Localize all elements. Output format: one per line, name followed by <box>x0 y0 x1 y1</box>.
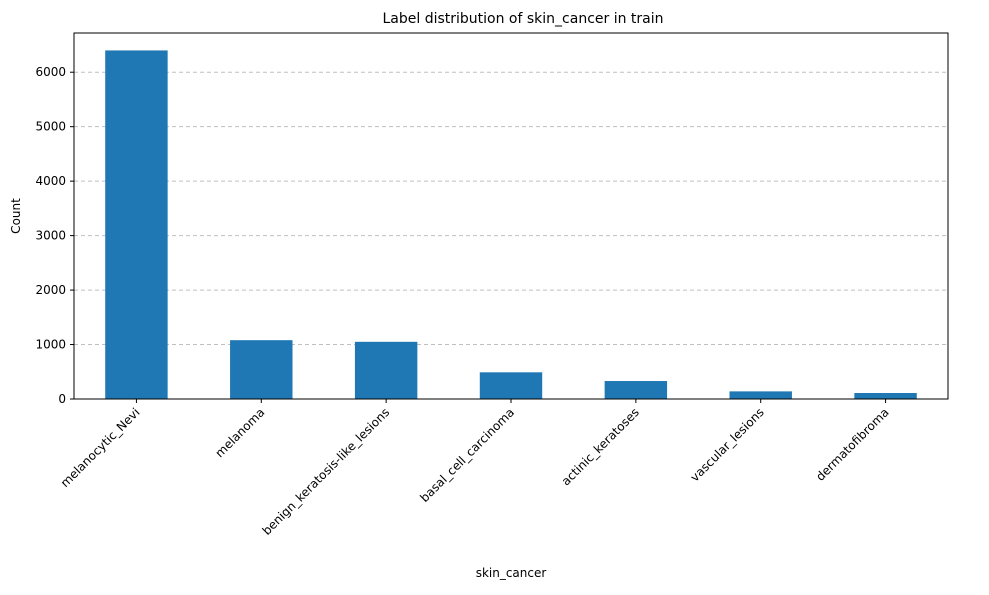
y-tick-label: 6000 <box>35 65 66 79</box>
x-axis-ticks: melanocytic_Nevi melanomabenign_keratosis… <box>58 399 892 538</box>
y-tick-label: 4000 <box>35 174 66 188</box>
x-axis-label: skin_cancer <box>476 566 547 580</box>
y-axis-ticks: 0 1000 2000 3000 4000 5000 6000 <box>35 65 74 406</box>
x-tick-label: basal_cell_carcinoma <box>417 405 517 505</box>
bar-melanoma <box>230 340 293 399</box>
y-axis-label: Count <box>9 198 23 234</box>
bar-actinic_keratoses <box>604 381 668 399</box>
gridlines <box>74 71 948 346</box>
x-tick-label: dermatofibroma <box>813 405 892 484</box>
y-tick-label: 5000 <box>35 120 66 134</box>
bar-dermatofibroma <box>854 393 917 399</box>
x-tick-label: melanocytic_Nevi <box>58 405 143 490</box>
x-tick-label: melanoma <box>212 405 267 460</box>
chart-title: Label distribution of skin_cancer in tra… <box>382 11 663 27</box>
x-tick-label: vascular_lesions <box>688 405 767 484</box>
bar-melanocytic_Nevi <box>105 50 168 400</box>
bar-basal_cell_carcinoma <box>479 372 543 399</box>
bar-vascular_lesions <box>729 391 792 399</box>
x-tick-label: actinic_keratoses <box>559 405 642 488</box>
bars <box>105 50 917 400</box>
y-tick-label: 1000 <box>35 338 66 352</box>
bar-benign_keratosis-like_lesions <box>354 341 418 399</box>
x-tick-label: benign_keratosis-like_lesions <box>260 405 393 538</box>
y-tick-label: 0 <box>58 392 66 406</box>
y-tick-label: 2000 <box>35 283 66 297</box>
y-tick-label: 3000 <box>35 229 66 243</box>
